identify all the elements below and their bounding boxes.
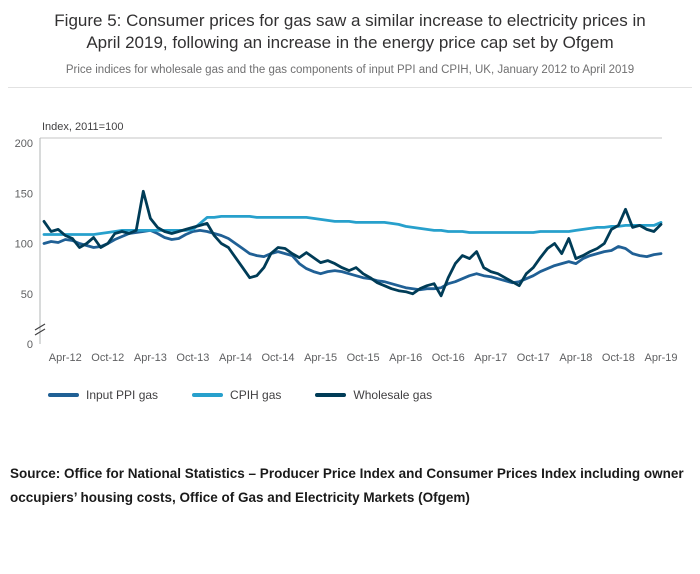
y-tick-label: 50 <box>21 289 33 301</box>
legend-label-wholesale-gas: Wholesale gas <box>353 387 433 402</box>
x-tick-label: Apr-12 <box>49 352 82 364</box>
input-ppi-gas-line-swatch <box>48 392 79 397</box>
axis-break-mark <box>34 323 46 331</box>
y-axis-unit-label: Index, 2011=100 <box>42 120 124 133</box>
y-tick-label: 100 <box>15 238 33 250</box>
y-tick-label: 150 <box>15 188 33 200</box>
legend-item-input-ppi-gas: Input PPI gas <box>48 388 158 402</box>
legend-label-cpih-gas: CPIH gas <box>230 387 282 402</box>
x-tick-label: Apr-16 <box>389 352 422 364</box>
axis-break-mark <box>34 328 46 336</box>
x-tick-label: Apr-18 <box>559 352 592 364</box>
figure-subtitle: Price indices for wholesale gas and the … <box>65 63 635 76</box>
wholesale-gas-line-swatch <box>315 392 347 397</box>
x-tick-label: Oct-17 <box>517 352 550 364</box>
legend-label-input-ppi-gas: Input PPI gas <box>86 387 159 402</box>
x-tick-label: Apr-17 <box>474 352 507 364</box>
x-tick-label: Apr-14 <box>219 352 252 364</box>
source-note: Source: Office for National Statistics –… <box>10 465 684 505</box>
y-tick-label: 200 <box>15 138 33 150</box>
line-chart: 0 50 100 150 200 Apr-12 Oct-12 Apr-13 Oct-13 Apr-… <box>15 137 678 364</box>
figure-title: Figure 5: Consumer prices for gas saw a … <box>54 11 646 53</box>
y-tick-label: 0 <box>27 339 33 351</box>
series-wholesale-gas <box>42 189 663 298</box>
x-tick-label: Apr-19 <box>644 352 677 364</box>
chart-legend: Input PPI gas CPIH gas Wholesale gas <box>48 388 700 402</box>
legend-item-wholesale-gas: Wholesale gas <box>315 388 432 402</box>
x-tick-label: Oct-18 <box>602 352 635 364</box>
cpih-gas-line-swatch <box>192 392 224 397</box>
header-divider <box>8 86 692 88</box>
x-tick-label: Oct-12 <box>91 352 124 364</box>
x-tick-label: Oct-16 <box>432 352 465 364</box>
x-tick-label: Oct-13 <box>176 352 209 364</box>
x-tick-label: Apr-13 <box>134 352 167 364</box>
x-tick-label: Oct-15 <box>347 352 380 364</box>
legend-item-cpih-gas: CPIH gas <box>192 388 281 402</box>
series-cpih-gas <box>42 214 663 236</box>
x-tick-label: Oct-14 <box>261 352 294 364</box>
x-tick-label: Apr-15 <box>304 352 337 364</box>
